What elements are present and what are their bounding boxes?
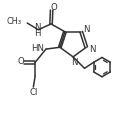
Text: O: O: [17, 58, 24, 67]
Text: O: O: [50, 3, 57, 12]
Text: Cl: Cl: [29, 88, 38, 97]
Text: N: N: [72, 58, 78, 67]
Text: H: H: [35, 29, 41, 38]
Text: N: N: [89, 45, 95, 54]
Text: CH₃: CH₃: [7, 17, 22, 26]
Text: N: N: [83, 25, 90, 34]
Text: N: N: [35, 23, 41, 32]
Text: HN: HN: [31, 44, 44, 53]
